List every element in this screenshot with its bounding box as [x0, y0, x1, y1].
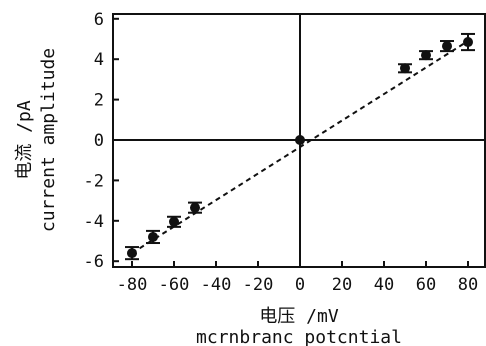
x-tick-label: 60	[416, 275, 436, 295]
data-point	[190, 202, 200, 213]
data-point	[169, 216, 179, 227]
data-point	[400, 63, 410, 74]
y-tick-label: -6	[84, 252, 104, 272]
data-point	[295, 135, 305, 145]
data-point	[127, 248, 137, 259]
data-point	[442, 41, 452, 52]
y-axis-title-english: current amplitude	[38, 48, 59, 232]
dashed-fit-line	[131, 40, 469, 254]
x-tick-label: -20	[243, 275, 274, 295]
data-point	[463, 37, 473, 48]
x-ticks: -80 -60 -40 -20 0 20 40 60 80	[117, 261, 478, 295]
y-ticks: 6 4 2 0 -2 -4 -6	[84, 10, 119, 272]
x-tick-label: 20	[332, 275, 352, 295]
y-tick-label: -2	[84, 171, 104, 191]
x-tick-label: -80	[117, 275, 148, 295]
y-tick-label: 6	[94, 10, 104, 30]
x-axis-title-english: mcrnbranc potcntial	[196, 327, 402, 346]
y-tick-label: 4	[94, 50, 104, 70]
y-axis-title-chinese: 电流 /pA	[14, 100, 35, 180]
data-point	[421, 50, 431, 61]
data-points	[125, 32, 475, 261]
y-tick-label: 2	[94, 91, 104, 111]
y-tick-label: -4	[84, 212, 104, 232]
x-tick-label: 80	[458, 275, 478, 295]
data-point	[148, 231, 158, 242]
x-tick-label: 40	[374, 275, 394, 295]
x-tick-label: -40	[201, 275, 232, 295]
x-axis-title-chinese: 电压 /mV	[259, 306, 339, 327]
x-tick-label: -60	[159, 275, 190, 295]
x-tick-label: 0	[295, 275, 305, 295]
y-tick-label: 0	[94, 131, 104, 151]
